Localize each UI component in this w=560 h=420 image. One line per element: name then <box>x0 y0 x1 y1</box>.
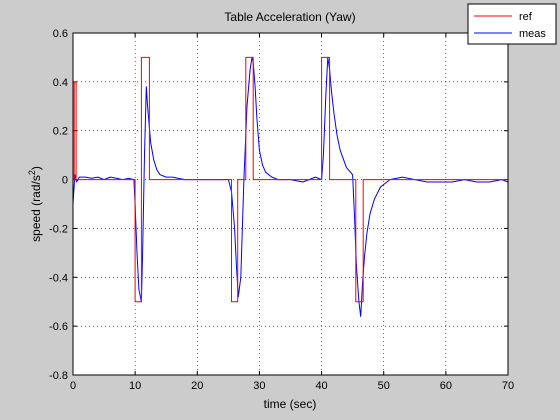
legend-meas-label: meas <box>519 28 546 40</box>
legend: ref meas <box>467 3 557 45</box>
x-tick-label: 40 <box>315 380 327 392</box>
series-lines <box>72 56 509 317</box>
x-tick-label: 60 <box>440 380 452 392</box>
series-line-meas <box>72 56 509 317</box>
legend-ref-label: ref <box>519 11 533 23</box>
y-ticks: -0.8 -0.6 -0.4 -0.2 0 0.2 0.4 0.6 <box>49 28 508 382</box>
y-tick-label: 0 <box>62 175 68 187</box>
y-tick-label: 0.6 <box>53 28 68 40</box>
y-tick-label: -0.8 <box>49 370 68 382</box>
x-tick-label: 70 <box>502 380 514 392</box>
y-tick-label: 0.4 <box>53 77 68 89</box>
y-tick-label: 0.2 <box>53 126 68 138</box>
y-tick-label: -0.2 <box>49 223 68 235</box>
x-tick-label: 50 <box>378 380 390 392</box>
y-tick-label: -0.4 <box>49 272 68 284</box>
x-tick-label: 10 <box>129 380 141 392</box>
legend-box <box>467 3 557 45</box>
series-line-ref <box>73 56 508 303</box>
plot-border <box>72 32 509 376</box>
x-tick-label: 30 <box>253 380 265 392</box>
plot-area <box>73 33 508 375</box>
y-tick-label: -0.6 <box>49 321 68 333</box>
x-axis-label: time (sec) <box>264 397 317 411</box>
x-tick-label: 20 <box>191 380 203 392</box>
x-tick-label: 0 <box>70 380 76 392</box>
x-ticks: 0 10 20 30 40 50 60 70 <box>70 33 514 392</box>
y-axis-label: speed (rad/s2) <box>27 166 43 242</box>
chart-title: Table Acceleration (Yaw) <box>224 10 355 24</box>
